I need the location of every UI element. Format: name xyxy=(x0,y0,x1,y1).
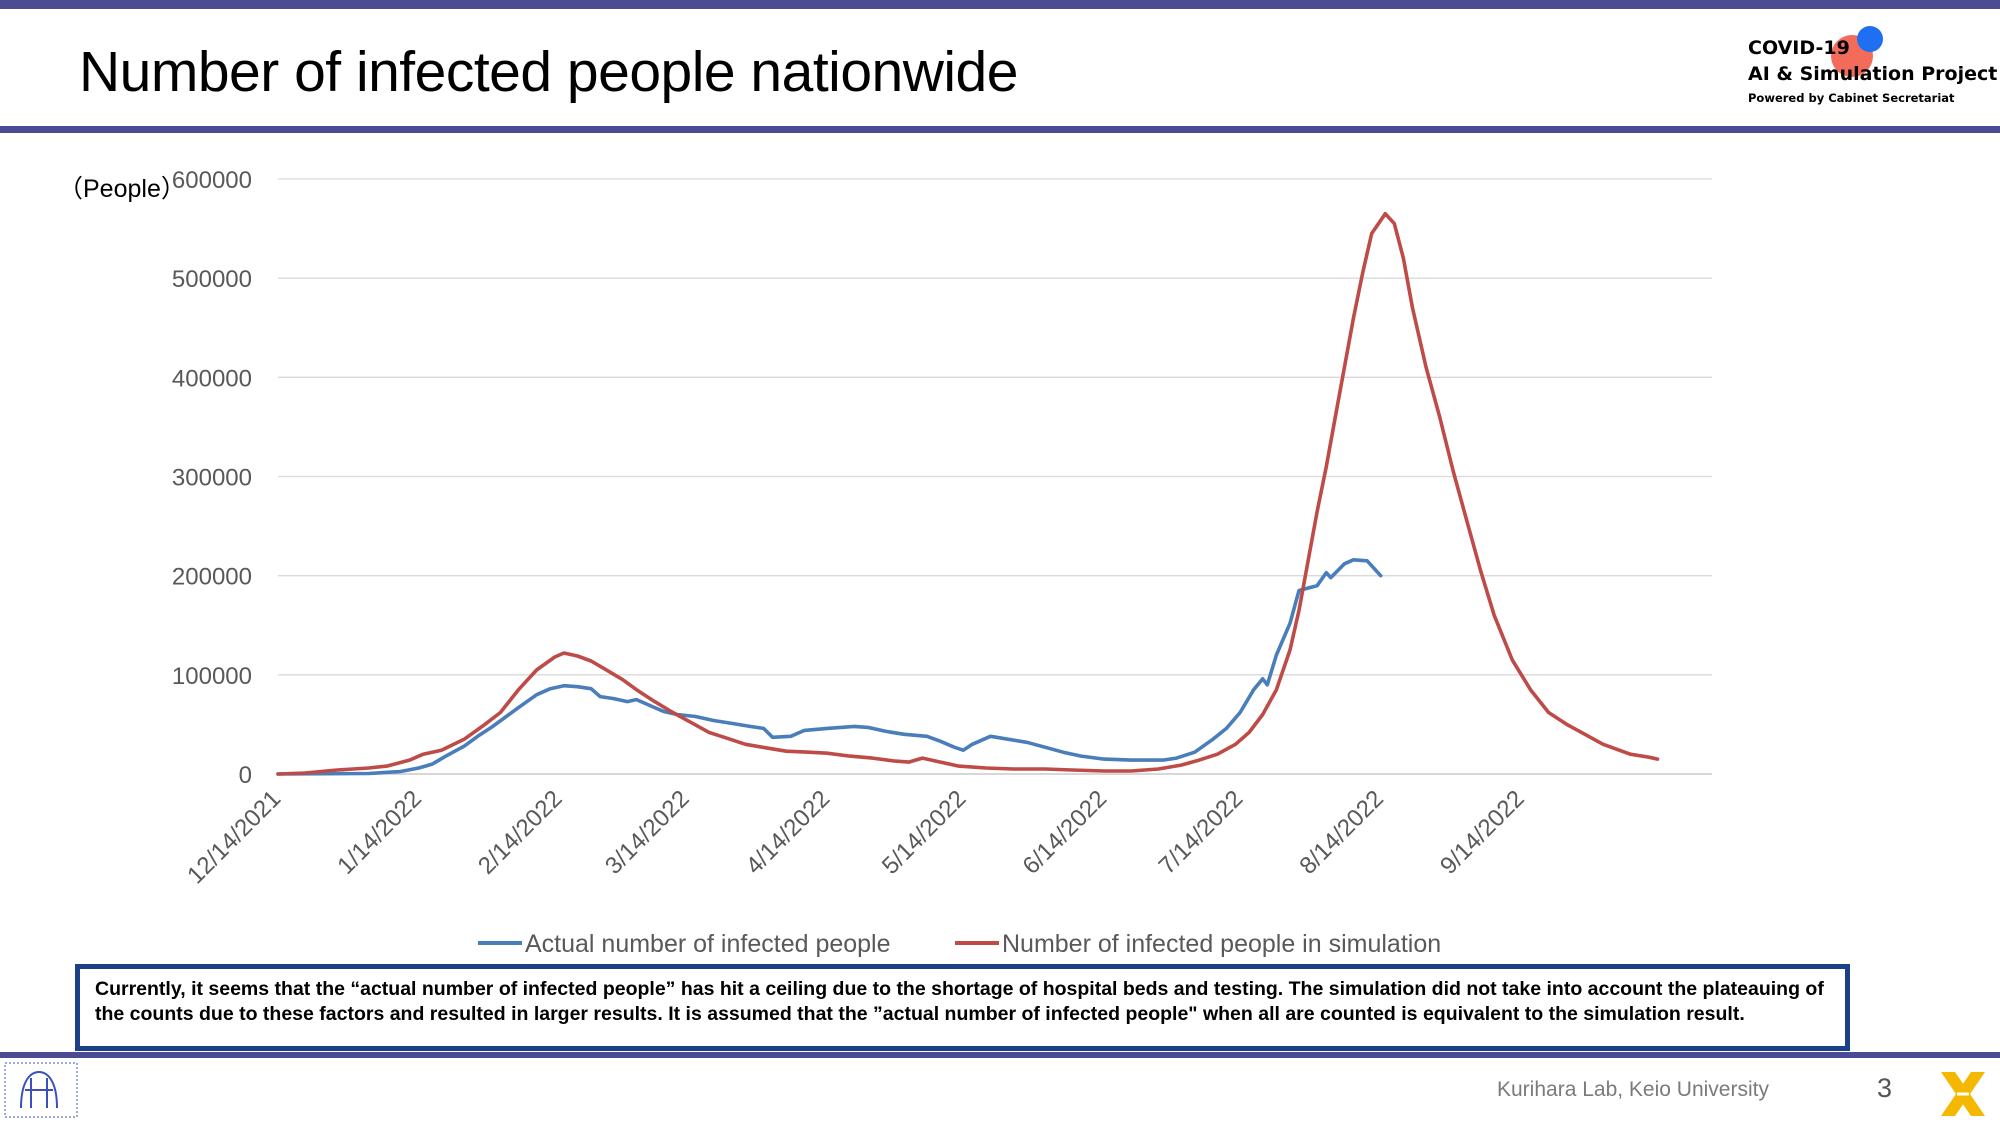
top-accent-bar xyxy=(0,0,2000,9)
x-tick-label-1/14/2022: 1/14/2022 xyxy=(332,785,427,880)
covid-ai-project-logo: COVID-19 AI & Simulation Project Powered… xyxy=(1740,22,1997,114)
x-tick-label-7/14/2022: 7/14/2022 xyxy=(1154,785,1249,880)
legend-label-simulation: Number of infected people in simulation xyxy=(1002,930,1441,958)
footer-divider xyxy=(0,1052,2000,1058)
x-tick-label-5/14/2022: 5/14/2022 xyxy=(877,785,972,880)
x-tick-label-6/14/2022: 6/14/2022 xyxy=(1018,785,1113,880)
x-tick-label-4/14/2022: 4/14/2022 xyxy=(741,785,836,880)
footer-credit: Kurihara Lab, Keio University xyxy=(1497,1078,1769,1101)
x-tick-label-8/14/2022: 8/14/2022 xyxy=(1294,785,1389,880)
explanation-note: Currently, it seems that the “actual num… xyxy=(75,964,1850,1051)
y-tick-labels: 0 100000 200000 300000 400000 500000 600000 xyxy=(172,167,252,789)
y-tick-label-300000: 300000 xyxy=(172,465,252,492)
y-tick-label-100000: 100000 xyxy=(172,663,252,690)
legend-label-actual: Actual number of infected people xyxy=(525,930,891,958)
y-tick-label-0: 0 xyxy=(239,762,252,789)
note-text: Currently, it seems that the “actual num… xyxy=(95,978,1824,1025)
logo-blue-dot xyxy=(1857,26,1883,52)
logo-line-2: AI & Simulation Project xyxy=(1748,63,1998,85)
x-tick-labels: 12/14/2021 1/14/2022 2/14/2022 3/14/2022 4/1… xyxy=(182,785,1529,889)
x-tick-label-3/14/2022: 3/14/2022 xyxy=(600,785,695,880)
y-tick-label-500000: 500000 xyxy=(172,266,252,293)
title-divider xyxy=(0,126,2000,133)
gridlines xyxy=(278,178,1712,775)
logo-line-1: COVID-19 xyxy=(1748,37,1850,59)
y-axis-unit-label: （People） xyxy=(58,175,186,203)
series-line-actual xyxy=(276,558,1383,776)
infection-line-chart: 0 100000 200000 300000 400000 500000 600000 12… xyxy=(172,167,1712,958)
y-tick-label-600000: 600000 xyxy=(172,167,252,194)
series-lines xyxy=(276,211,1660,776)
ai-lab-logo-icon xyxy=(4,1062,78,1118)
corner-x-logo-icon xyxy=(1941,1072,1985,1116)
x-tick-label-12/14/2021: 12/14/2021 xyxy=(182,785,286,889)
logo-line-3: Powered by Cabinet Secretariat xyxy=(1748,91,1955,105)
chart-legend: Actual number of infected people Number o… xyxy=(478,930,1441,958)
page-number: 3 xyxy=(1877,1073,1893,1103)
x-tick-label-9/14/2022: 9/14/2022 xyxy=(1435,785,1530,880)
slide-title: Number of infected people nationwide xyxy=(79,40,1018,104)
y-tick-label-400000: 400000 xyxy=(172,365,252,392)
series-line-simulation xyxy=(276,211,1660,776)
x-tick-label-2/14/2022: 2/14/2022 xyxy=(473,785,568,880)
y-tick-label-200000: 200000 xyxy=(172,564,252,591)
